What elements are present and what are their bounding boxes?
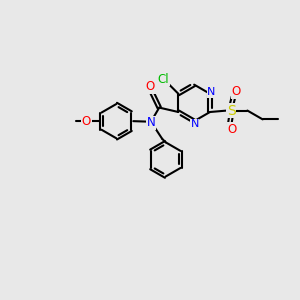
Text: N: N — [207, 87, 216, 97]
Text: N: N — [190, 119, 199, 129]
Text: Cl: Cl — [158, 73, 170, 85]
Text: O: O — [146, 80, 155, 94]
Text: N: N — [147, 116, 155, 129]
Text: O: O — [82, 115, 91, 128]
Text: O: O — [227, 123, 237, 136]
Text: O: O — [231, 85, 241, 98]
Text: S: S — [227, 103, 236, 118]
